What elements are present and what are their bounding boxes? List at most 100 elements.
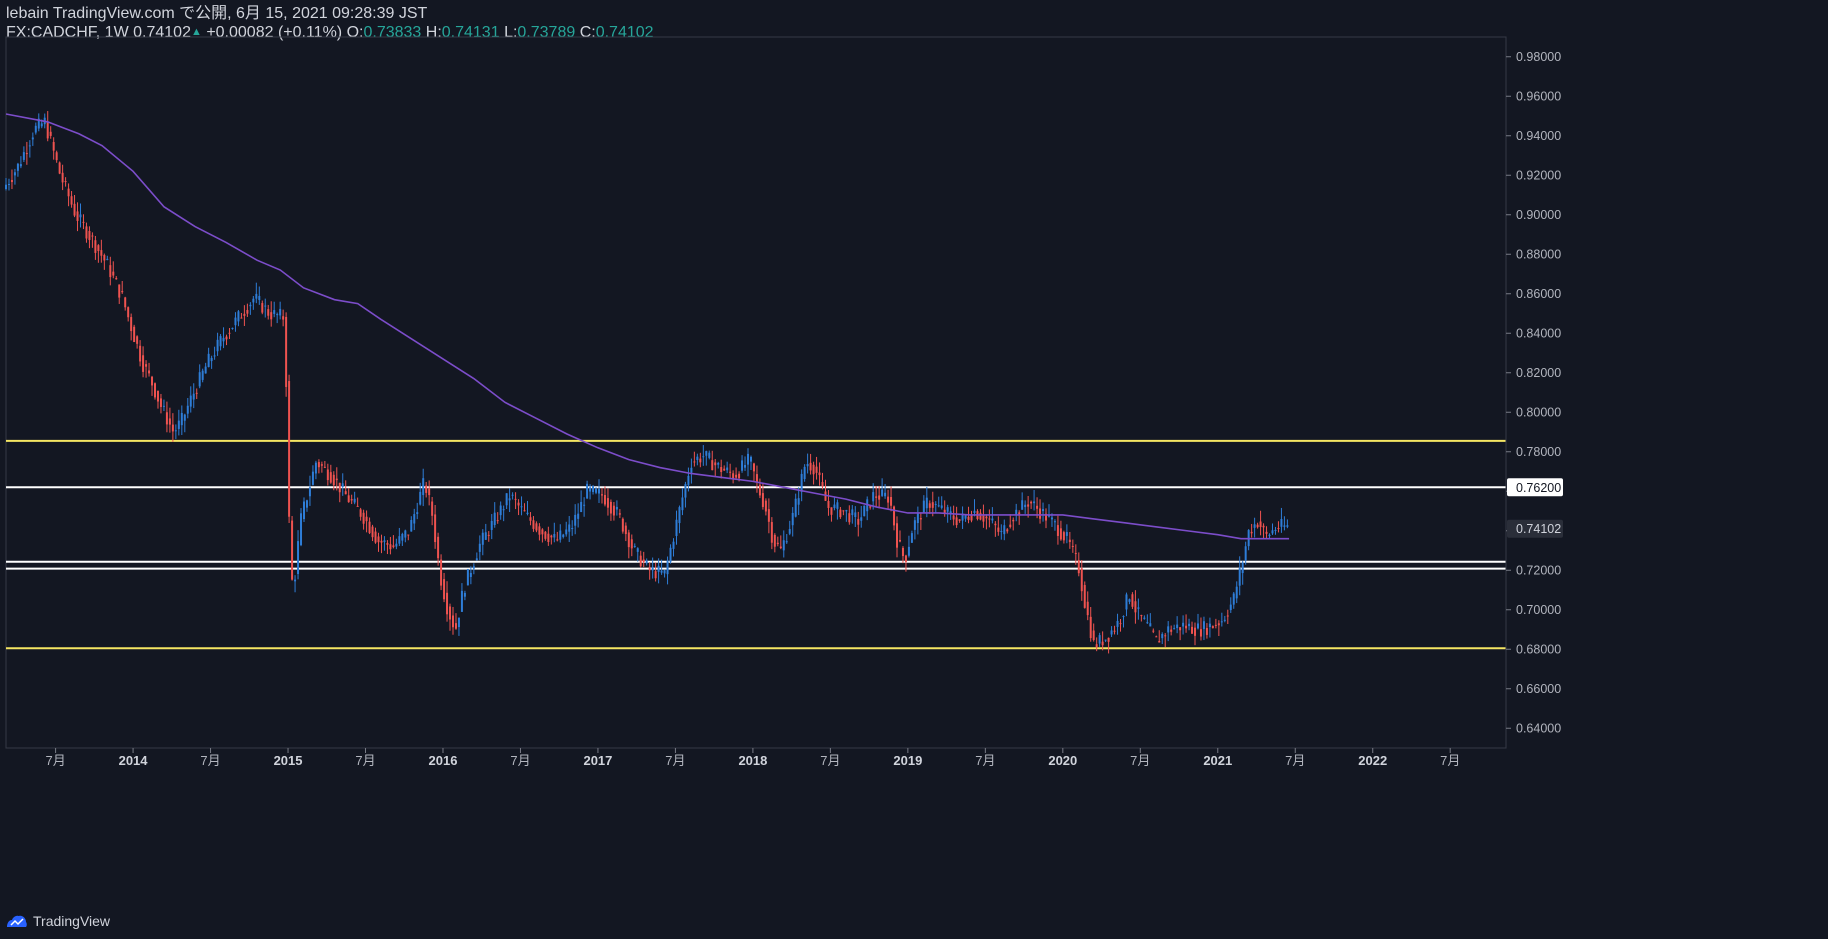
candle-up <box>1238 567 1241 586</box>
candle-down <box>943 509 946 514</box>
candle-down <box>392 545 395 548</box>
candle-down <box>431 501 434 516</box>
time-axis[interactable]: 7月 2014 7月 2015 7月 2016 7月 2017 7月 2018 7月 2019 7月 20… <box>6 747 1506 768</box>
footer-brand[interactable]: TradingView <box>6 909 110 933</box>
candle-up <box>213 355 216 357</box>
candle-down <box>130 317 133 332</box>
candle-down <box>994 523 997 526</box>
candle-down <box>136 336 139 344</box>
candle-down <box>1074 553 1077 555</box>
time-tick-label: 7月 <box>1285 753 1305 768</box>
price-tick-label: 0.82000 <box>1516 366 1561 380</box>
candle-down <box>1027 504 1030 507</box>
time-tick-label: 2015 <box>274 753 303 768</box>
candle-up <box>189 395 192 407</box>
candle-up <box>660 570 663 573</box>
candle-down <box>64 181 67 183</box>
candle-down <box>624 525 627 535</box>
candle-down <box>153 383 156 398</box>
candle-down <box>437 536 440 559</box>
candle-down <box>1009 524 1012 527</box>
price-axis[interactable]: 0.98000 0.96000 0.94000 0.92000 0.90000 0.880… <box>1505 37 1561 748</box>
candle-up <box>481 532 484 545</box>
candle-up <box>210 357 213 362</box>
candle-up <box>508 498 511 501</box>
candle-down <box>1083 585 1086 608</box>
candle-up <box>571 528 574 530</box>
time-tick-label: 7月 <box>1440 753 1460 768</box>
candle-up <box>478 543 481 552</box>
candle-down <box>654 571 657 579</box>
candle-down <box>270 312 273 320</box>
candle-up <box>186 405 189 414</box>
candle-down <box>827 500 830 508</box>
candle-down <box>88 230 91 241</box>
candle-up <box>1208 623 1211 628</box>
candle-down <box>1170 629 1173 632</box>
candle-down <box>535 523 538 531</box>
candle-down <box>1265 531 1268 534</box>
candle-up <box>183 414 186 421</box>
candle-up <box>1122 616 1125 618</box>
candle-up <box>1143 617 1146 619</box>
candle-down <box>770 522 773 543</box>
candle-up <box>1116 620 1119 627</box>
candle-up <box>973 510 976 513</box>
candle-down <box>738 473 741 479</box>
candle-up <box>294 579 297 582</box>
candle-up <box>526 512 529 515</box>
candle-down <box>618 513 621 515</box>
candle-up <box>466 569 469 586</box>
candle-up <box>1015 509 1018 516</box>
candle-up <box>1253 524 1256 528</box>
candle-down <box>514 498 517 500</box>
candle-up <box>633 545 636 547</box>
candle-up <box>1065 532 1068 536</box>
candle-up <box>881 489 884 496</box>
candle-up <box>493 512 496 526</box>
candle-up <box>297 541 300 574</box>
candle-down <box>1056 525 1059 536</box>
candle-down <box>1006 529 1009 532</box>
candle-down <box>46 122 49 139</box>
candle-up <box>851 509 854 516</box>
candle-up <box>797 498 800 505</box>
candle-down <box>407 534 410 536</box>
candle-down <box>55 152 58 161</box>
candle-down <box>1086 601 1089 616</box>
candle-up <box>416 512 419 515</box>
candle-up <box>598 488 601 494</box>
candle-up <box>457 617 460 628</box>
candle-up <box>1241 562 1244 574</box>
candle-down <box>869 506 872 508</box>
candle-down <box>118 284 121 298</box>
candle-up <box>7 184 10 186</box>
tradingview-logo-icon <box>7 915 27 927</box>
candle-down <box>821 481 824 487</box>
candle-down <box>168 418 171 425</box>
candle-up <box>475 558 478 561</box>
up-arrow-icon: ▲ <box>190 26 202 38</box>
candle-down <box>350 499 353 501</box>
candle-up <box>1042 509 1045 512</box>
candle-up <box>252 298 255 303</box>
candle-down <box>100 250 103 256</box>
candle-up <box>79 214 82 218</box>
candle-up <box>836 502 839 509</box>
moving-average-line <box>5 113 1290 540</box>
candle-up <box>1196 623 1199 629</box>
candle-up <box>314 462 317 474</box>
candle-down <box>121 290 124 293</box>
candle-up <box>511 494 514 496</box>
candle-up <box>174 430 177 432</box>
candle-down <box>240 317 243 319</box>
plot-area[interactable] <box>5 36 1507 749</box>
candle-up <box>305 500 308 508</box>
candle-up <box>1167 626 1170 633</box>
candle-up <box>401 533 404 541</box>
time-tick-label: 2014 <box>119 753 149 768</box>
candle-down <box>1205 628 1208 635</box>
candle-up <box>276 314 279 316</box>
time-tick-label: 2018 <box>738 753 767 768</box>
